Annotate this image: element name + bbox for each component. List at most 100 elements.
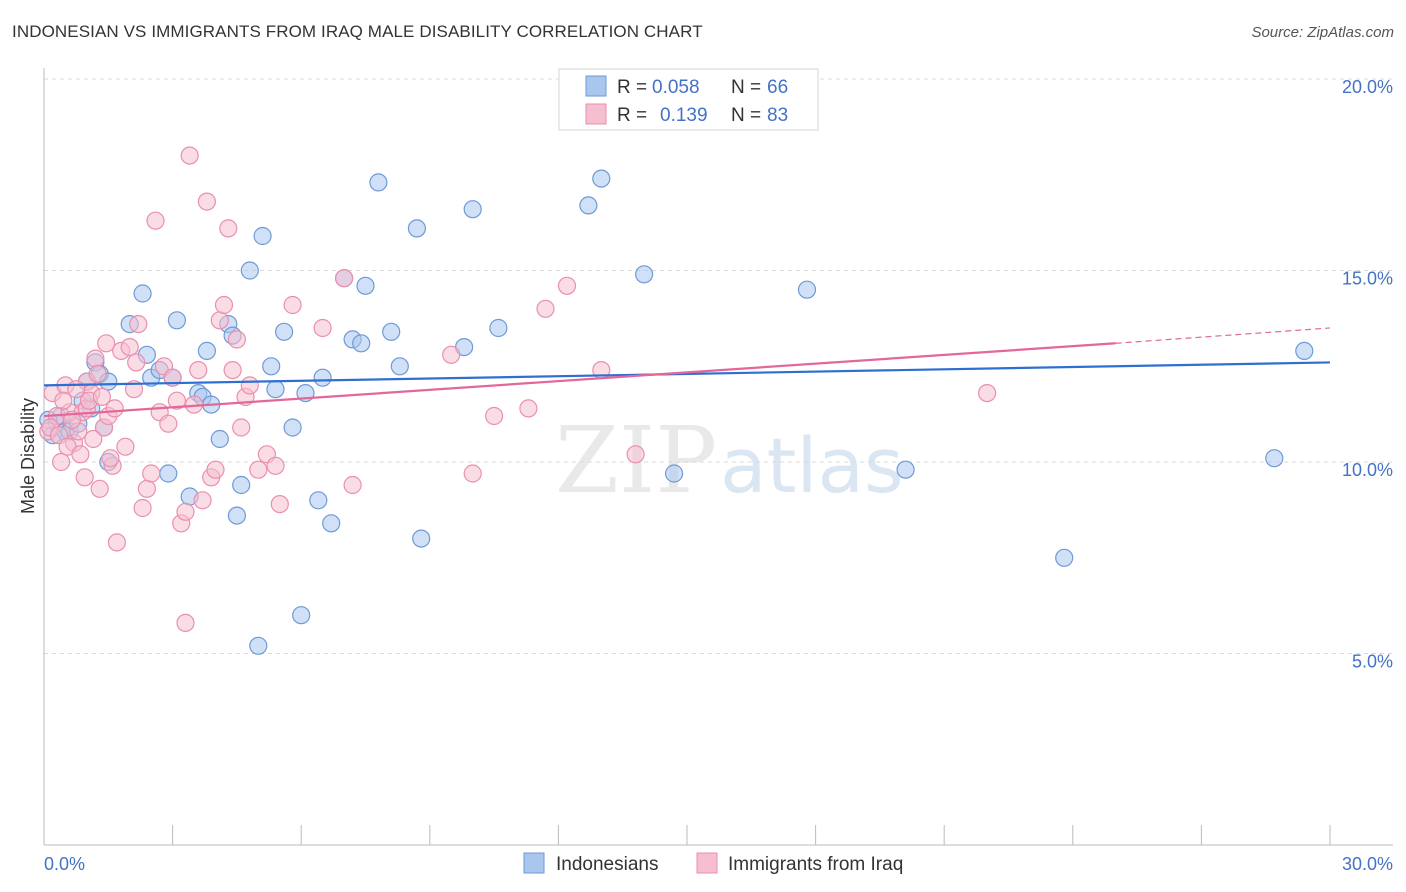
legend-n-value-1: 66 <box>767 77 788 98</box>
iraq-point <box>129 315 148 334</box>
iraq-point <box>86 349 105 368</box>
indonesians-point <box>262 357 281 376</box>
legend-swatch-pink <box>585 103 607 125</box>
iraq-point <box>283 295 302 315</box>
indonesians-point <box>197 341 216 360</box>
iraq-point <box>107 533 127 552</box>
y-axis-title: Male Disability <box>18 398 38 514</box>
iraq-point <box>206 460 225 479</box>
watermark: ZIP atlas <box>555 407 904 514</box>
indonesians-point <box>210 429 229 449</box>
indonesians-point <box>463 200 482 219</box>
iraq-point <box>193 491 212 510</box>
indonesians-point <box>167 311 186 330</box>
indonesians-point <box>369 173 388 192</box>
indonesians-point <box>407 219 426 238</box>
x-tick-labels: 0.0% 30.0% <box>44 854 1393 874</box>
iraq-point <box>214 295 234 315</box>
iraq-point <box>223 361 242 380</box>
iraq-point <box>84 429 103 449</box>
iraq-point <box>92 387 112 406</box>
iraq-point <box>180 146 199 165</box>
gridlines <box>44 78 1393 654</box>
legend-label-iraq: Immigrants from Iraq <box>728 854 903 875</box>
indonesians-point <box>249 636 268 655</box>
legend-r-label-2: R = <box>617 105 647 126</box>
indonesians-point <box>352 334 371 353</box>
indonesians-point <box>232 475 251 495</box>
iraq-point <box>485 406 504 426</box>
iraq-point <box>313 318 332 338</box>
iraq-point <box>626 445 645 464</box>
indonesians-point <box>253 226 272 246</box>
iraq-point <box>176 613 195 633</box>
indonesians-point <box>1055 548 1074 567</box>
iraq-point <box>159 414 178 433</box>
indonesians-point <box>579 196 598 215</box>
legend-label-indonesians: Indonesians <box>556 854 658 875</box>
iraq-point <box>442 345 461 364</box>
series-legend: Indonesians Immigrants from Iraq <box>523 852 903 875</box>
iraq-point <box>71 445 90 464</box>
iraq-point <box>127 353 146 372</box>
source-credit: Source: ZipAtlas.com <box>1251 24 1394 41</box>
iraq-point <box>88 364 107 383</box>
y-tick-label: 5.0% <box>1352 652 1393 672</box>
indonesians-point <box>227 506 246 525</box>
indonesians-point <box>292 606 311 625</box>
legend-swatch-indonesians <box>523 852 545 874</box>
legend-r-value-1: 0.058 <box>652 77 700 98</box>
iraq-point <box>197 192 216 211</box>
iraq-point <box>536 299 555 318</box>
indonesians-point <box>240 261 259 280</box>
chart-title: INDONESIAN VS IMMIGRANTS FROM IRAQ MALE … <box>12 22 703 41</box>
iraq-point <box>232 418 251 437</box>
iraq-point <box>176 502 195 521</box>
iraq-point <box>137 479 156 498</box>
legend-swatch-iraq <box>696 852 718 874</box>
indonesians-point <box>133 284 152 303</box>
iraq-point <box>142 464 161 483</box>
iraq-point <box>557 276 577 295</box>
iraq-point <box>977 384 997 403</box>
iraq-point <box>97 334 116 353</box>
indonesians-point <box>275 322 294 341</box>
indonesians-point <box>313 368 332 387</box>
indonesians-point <box>309 491 328 510</box>
iraq-point <box>189 361 208 380</box>
iraq-point <box>133 498 152 518</box>
iraq-point <box>266 456 285 475</box>
y-tick-label: 20.0% <box>1342 77 1393 97</box>
indonesians-point <box>283 418 302 437</box>
iraq-point <box>90 479 109 498</box>
trend-line-indonesians <box>43 361 1331 387</box>
indonesians-point <box>390 357 409 376</box>
legend-r-value-2: 0.139 <box>660 105 708 126</box>
y-tick-labels: 5.0% 10.0% 15.0% 20.0% <box>1342 77 1393 672</box>
indonesians-point <box>382 322 401 341</box>
watermark-atlas: atlas <box>720 421 904 510</box>
indonesians-point <box>356 276 375 295</box>
trend-lines <box>43 327 1331 418</box>
indonesians-point <box>412 529 431 548</box>
iraq-point <box>210 311 229 330</box>
y-tick-label: 15.0% <box>1342 269 1393 289</box>
y-tick-label: 10.0% <box>1342 460 1393 480</box>
axes <box>43 68 1393 846</box>
indonesians-point <box>1265 449 1284 468</box>
legend-n-label-2: N = <box>731 105 761 126</box>
trend-line-iraq-extension <box>1115 327 1331 344</box>
indonesians-point <box>159 464 178 483</box>
series-immigrants-from-iraq <box>39 146 997 633</box>
iraq-point <box>167 391 186 410</box>
legend-swatch-blue <box>585 75 607 97</box>
correlation-legend: R = 0.058 N = 66 R = 0.139 N = 83 <box>558 68 819 131</box>
x-tick-label-min: 0.0% <box>44 854 85 874</box>
indonesians-point <box>592 169 611 188</box>
iraq-point <box>62 410 82 429</box>
indonesians-point <box>634 265 654 284</box>
indonesians-point <box>1295 341 1314 360</box>
indonesians-point <box>322 514 341 533</box>
iraq-point <box>227 330 246 349</box>
